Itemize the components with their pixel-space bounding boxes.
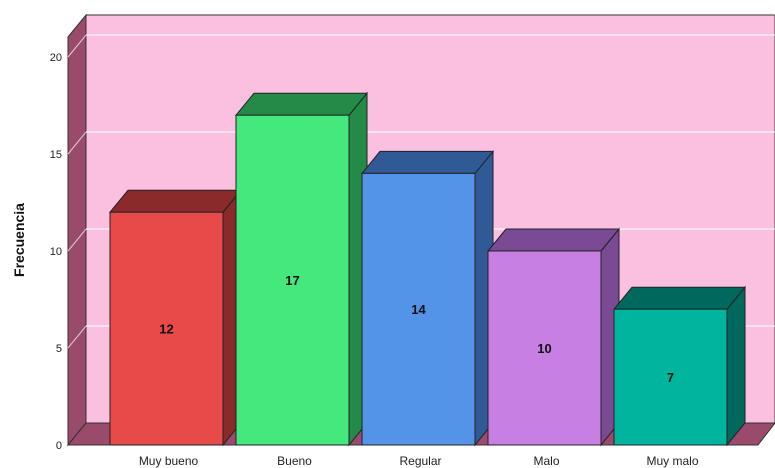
data-label: 10 xyxy=(537,341,551,356)
x-axis-ticks: Muy bueno Bueno Regular Malo Muy malo xyxy=(139,454,699,468)
data-label: 12 xyxy=(159,322,173,337)
y-tick-label: 5 xyxy=(56,343,62,355)
x-tick-label: Muy malo xyxy=(646,454,698,468)
bar-top xyxy=(108,189,243,213)
bar-top xyxy=(486,228,621,252)
data-label: 17 xyxy=(285,273,299,288)
bar-top xyxy=(360,150,495,174)
y-axis-ticks: 0 5 10 15 20 xyxy=(50,52,62,452)
bar-side xyxy=(726,285,746,447)
x-tick-label: Regular xyxy=(399,454,441,468)
y-tick-label: 10 xyxy=(50,246,62,258)
gridline xyxy=(67,131,87,155)
bar-top xyxy=(234,92,369,116)
y-tick-label: 15 xyxy=(50,149,62,161)
gridline xyxy=(67,228,87,252)
bar: 14 xyxy=(360,149,495,447)
data-label: 7 xyxy=(667,370,674,385)
bar-front xyxy=(235,114,350,446)
bar-top xyxy=(612,286,747,310)
y-tick-label: 0 xyxy=(56,440,62,452)
x-tick-label: Muy bueno xyxy=(139,454,199,468)
bar-front xyxy=(109,211,224,446)
bar-front xyxy=(613,308,728,446)
y-axis-label: Frecuencia xyxy=(11,203,27,277)
bar: 17 xyxy=(234,91,369,447)
bar: 12 xyxy=(108,188,243,447)
bars: 12 17 14 10 7 xyxy=(108,91,747,447)
gridline xyxy=(67,34,87,58)
gridline xyxy=(67,325,87,349)
x-tick-label: Malo xyxy=(533,454,559,468)
data-label: 14 xyxy=(411,302,426,317)
bar-front xyxy=(487,250,602,446)
bar: 10 xyxy=(486,227,621,447)
bar: 7 xyxy=(612,285,747,447)
y-tick-label: 20 xyxy=(50,52,62,64)
side-wall xyxy=(67,13,87,447)
bar-front xyxy=(361,172,476,446)
x-tick-label: Bueno xyxy=(277,454,312,468)
